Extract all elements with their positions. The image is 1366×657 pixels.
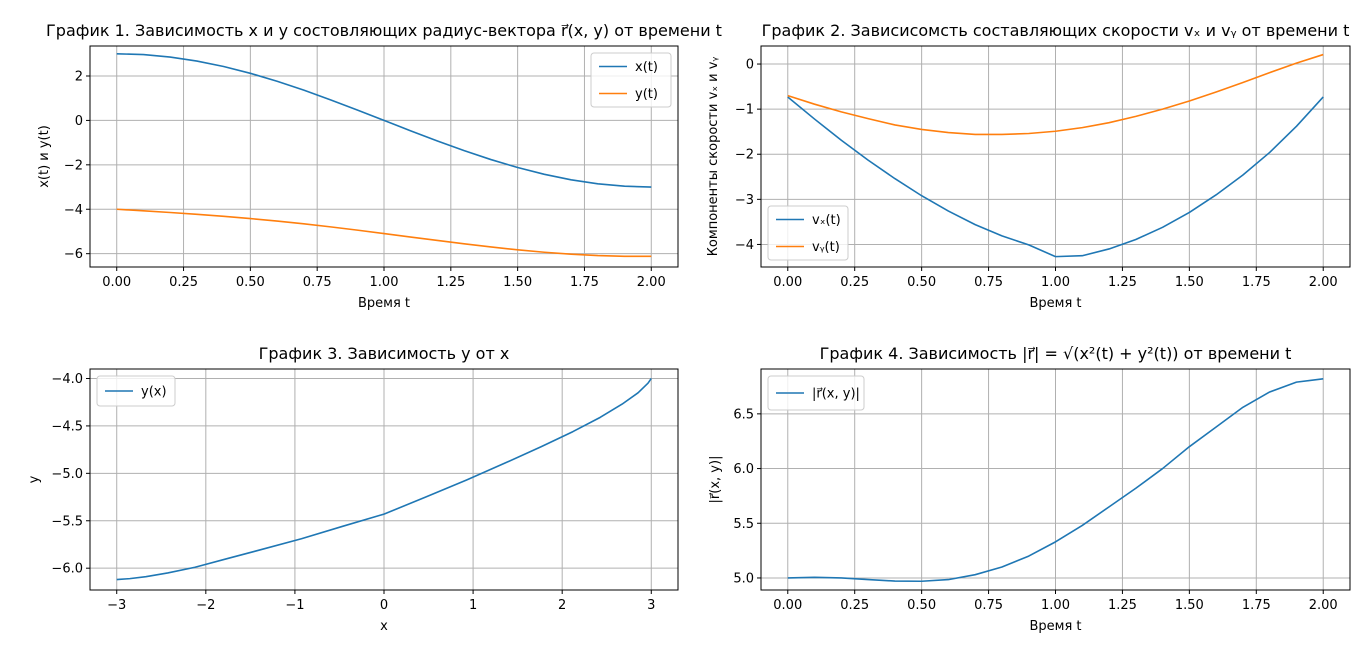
- x-tick-label: 1.50: [503, 275, 532, 290]
- legend: y(x): [96, 375, 176, 407]
- y-tick-label: 2: [75, 69, 83, 84]
- x-tick-label: 1.00: [370, 275, 399, 290]
- legend-box: [767, 375, 865, 411]
- y-tick-label: 0: [746, 58, 754, 73]
- x-tick-label: −2: [196, 598, 215, 613]
- x-tick-label: 2.00: [1309, 598, 1338, 613]
- series-line-0: [787, 96, 1324, 258]
- y-axis-label: x(t) и y(t): [37, 125, 52, 188]
- legend-entry: y(x): [141, 385, 167, 400]
- y-tick-label: −2: [735, 148, 754, 163]
- x-tick-label: 1.00: [1041, 275, 1070, 290]
- series-line-1: [787, 53, 1324, 136]
- chart-title: График 3. Зависимость y от x: [259, 344, 510, 363]
- x-axis-label: Время t: [358, 296, 410, 311]
- legend-entry: vₓ(t): [812, 213, 841, 228]
- x-tick-label: 0.25: [840, 275, 869, 290]
- x-tick-label: 0.50: [907, 275, 936, 290]
- x-tick-label: 2.00: [637, 275, 666, 290]
- x-tick-label: 1.25: [1108, 275, 1137, 290]
- chart-plot3: −3 −2 −1 0 1 2 3 −6.0 −5.5 −5.0 −4.5 −4.0 График 3. …: [27, 344, 679, 634]
- x-axis-label: x: [380, 619, 388, 634]
- chart-plot4: 0.00 0.25 0.50 0.75 1.00 1.25 1.50 1.75 2.00 5.0 5…: [708, 344, 1351, 634]
- x-tick-label: 0.50: [907, 598, 936, 613]
- y-tick-label: −1: [735, 103, 754, 118]
- x-tick-label: −1: [285, 598, 304, 613]
- x-tick-label: 1.75: [570, 275, 599, 290]
- series-line-0: [116, 52, 652, 188]
- y-tick-label: −5.0: [51, 467, 83, 482]
- legend-entry: x(t): [635, 60, 658, 75]
- chart-title: График 4. Зависимость |r⃗| = √(x²(t) + y…: [820, 344, 1292, 363]
- x-tick-label: 0.75: [974, 598, 1003, 613]
- y-tick-label: −3: [735, 193, 754, 208]
- x-tick-label: −3: [107, 598, 126, 613]
- y-axis-label: y: [27, 475, 42, 483]
- legend: |r⃗(x, y)|: [767, 375, 865, 411]
- x-tick-label: 0.75: [974, 275, 1003, 290]
- legend: x(t) y(t): [590, 52, 672, 108]
- y-tick-label: −5.5: [51, 514, 83, 529]
- x-tick-label: 1: [469, 598, 477, 613]
- y-axis-label: Компоненты скорости vₓ и vᵧ: [706, 57, 721, 257]
- series-line-0: [116, 378, 652, 581]
- series-line-1: [116, 208, 652, 258]
- x-tick-label: 1.50: [1175, 598, 1204, 613]
- x-tick-label: 0.50: [236, 275, 265, 290]
- x-tick-label: 0: [380, 598, 388, 613]
- y-tick-label: 5.0: [733, 571, 754, 586]
- legend-box: [96, 375, 176, 407]
- legend-entry: vᵧ(t): [812, 240, 840, 255]
- x-tick-label: 0.25: [169, 275, 198, 290]
- x-tick-label: 2: [558, 598, 566, 613]
- chart-title: График 2. Зависисомсть составляющих скор…: [762, 21, 1350, 40]
- y-tick-label: −4.0: [51, 372, 83, 387]
- y-tick-label: −4.5: [51, 419, 83, 434]
- x-tick-label: 1.25: [436, 275, 465, 290]
- y-tick-label: 0: [75, 114, 83, 129]
- y-tick-label: 5.5: [733, 517, 754, 532]
- chart-plot2: 0.00 0.25 0.50 0.75 1.00 1.25 1.50 1.75 2.00 −4 −3…: [706, 21, 1351, 311]
- y-axis-label: |r⃗(x, y)|: [708, 456, 723, 504]
- x-tick-label: 1.75: [1242, 275, 1271, 290]
- x-tick-label: 2.00: [1309, 275, 1338, 290]
- legend-entry: y(t): [635, 87, 658, 102]
- x-tick-label: 1.25: [1108, 598, 1137, 613]
- y-tick-label: −2: [64, 158, 83, 173]
- y-tick-label: −4: [735, 238, 754, 253]
- legend-box: [590, 52, 672, 108]
- series-line-0: [787, 378, 1324, 583]
- chart-plot1: 0.00 0.25 0.50 0.75 1.00 1.25 1.50 1.75 2.00 −6 −4…: [37, 21, 722, 311]
- x-tick-label: 3: [647, 598, 655, 613]
- x-tick-label: 0.00: [102, 275, 131, 290]
- x-tick-label: 1.75: [1242, 598, 1271, 613]
- y-tick-label: −4: [64, 203, 83, 218]
- chart-title: График 1. Зависимость x и y состовляющих…: [46, 21, 722, 40]
- x-tick-label: 0.25: [840, 598, 869, 613]
- y-tick-label: −6.0: [51, 562, 83, 577]
- y-tick-label: 6.5: [733, 407, 754, 422]
- legend: vₓ(t) vᵧ(t): [767, 205, 849, 261]
- y-tick-label: −6: [64, 247, 83, 262]
- legend-entry: |r⃗(x, y)|: [812, 387, 860, 402]
- x-tick-label: 0.00: [773, 598, 802, 613]
- x-axis-label: Время t: [1029, 296, 1081, 311]
- x-tick-label: 1.50: [1175, 275, 1204, 290]
- x-axis-label: Время t: [1029, 619, 1081, 634]
- x-tick-label: 1.00: [1041, 598, 1070, 613]
- x-tick-label: 0.75: [303, 275, 332, 290]
- x-tick-label: 0.00: [773, 275, 802, 290]
- y-tick-label: 6.0: [733, 462, 754, 477]
